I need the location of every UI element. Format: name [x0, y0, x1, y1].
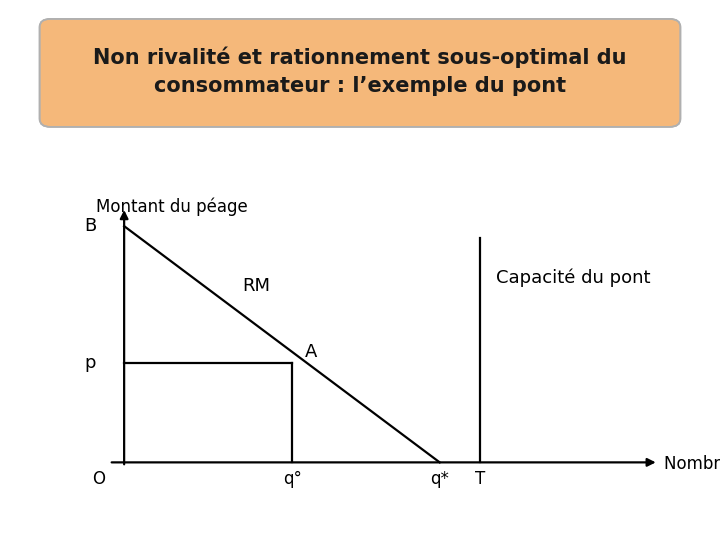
- Text: O: O: [92, 470, 105, 488]
- Text: Nombre de passagers: Nombre de passagers: [664, 455, 720, 472]
- Text: T: T: [475, 470, 485, 488]
- Text: Montant du péage: Montant du péage: [96, 198, 248, 217]
- Text: RM: RM: [242, 277, 270, 295]
- Text: Capacité du pont: Capacité du pont: [495, 269, 650, 287]
- Text: q°: q°: [283, 470, 302, 488]
- Text: p: p: [85, 354, 96, 372]
- Text: B: B: [84, 217, 96, 235]
- Text: q*: q*: [431, 470, 449, 488]
- Text: Non rivalité et rationnement sous-optimal du
consommateur : l’exemple du pont: Non rivalité et rationnement sous-optima…: [94, 46, 626, 96]
- Text: A: A: [305, 343, 318, 361]
